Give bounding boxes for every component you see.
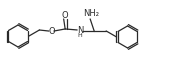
Text: H: H	[78, 33, 82, 38]
Text: O: O	[62, 11, 68, 20]
Text: N: N	[77, 26, 83, 35]
Text: O: O	[48, 27, 55, 36]
Text: NH₂: NH₂	[83, 9, 99, 18]
